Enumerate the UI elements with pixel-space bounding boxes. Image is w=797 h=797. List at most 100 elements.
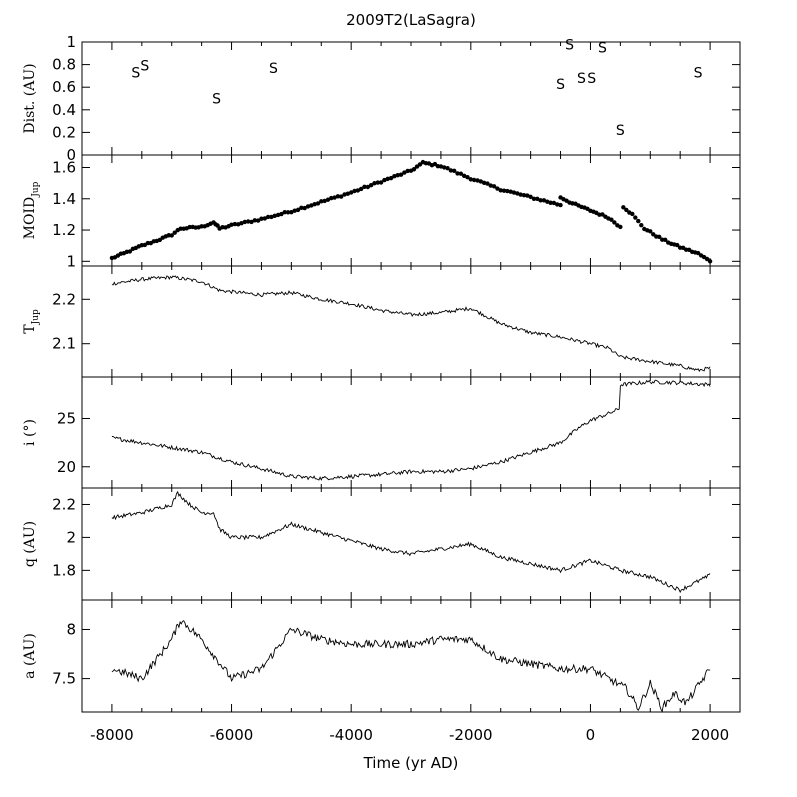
data-point bbox=[402, 170, 407, 175]
data-point bbox=[325, 197, 331, 202]
data-point bbox=[448, 168, 454, 173]
data-point bbox=[515, 191, 520, 196]
y-axis-label-tjup: TJup bbox=[22, 309, 41, 334]
data-point bbox=[633, 215, 638, 220]
data-point bbox=[309, 203, 314, 208]
data-line-tjup bbox=[111, 275, 711, 372]
data-marker: S bbox=[269, 61, 278, 77]
data-point bbox=[172, 230, 177, 235]
data-point bbox=[481, 180, 487, 185]
data-marker: S bbox=[131, 66, 140, 82]
data-point bbox=[624, 207, 629, 213]
data-point bbox=[609, 217, 614, 222]
y-tick-label: 1.6 bbox=[52, 159, 76, 177]
data-point bbox=[279, 211, 284, 217]
x-axis-label: Time (yr AD) bbox=[363, 754, 459, 772]
data-point bbox=[491, 184, 497, 189]
data-point bbox=[157, 237, 162, 243]
data-point bbox=[375, 180, 380, 185]
data-point bbox=[405, 168, 410, 174]
data-marker: S bbox=[212, 92, 221, 108]
data-point bbox=[289, 209, 294, 215]
data-point bbox=[382, 177, 387, 183]
x-tick-label: -4000 bbox=[329, 726, 373, 744]
data-point bbox=[239, 221, 244, 226]
data-point bbox=[657, 234, 662, 240]
data-point bbox=[411, 167, 417, 172]
y-axis-label-q: q (AU) bbox=[22, 521, 38, 567]
data-point bbox=[252, 218, 258, 223]
y-tick-label: 0.6 bbox=[52, 78, 76, 96]
data-point bbox=[385, 176, 390, 182]
data-point bbox=[362, 184, 367, 190]
data-marker: S bbox=[598, 41, 607, 57]
data-point bbox=[342, 192, 347, 197]
data-point bbox=[249, 219, 254, 225]
data-point bbox=[707, 259, 713, 264]
data-point bbox=[521, 192, 527, 198]
data-point bbox=[269, 214, 274, 220]
data-point bbox=[612, 220, 617, 225]
y-tick-label: 2.1 bbox=[52, 335, 76, 353]
y-axis-label-dist: Dist. (AU) bbox=[22, 63, 38, 133]
data-point bbox=[475, 178, 480, 183]
data-point bbox=[465, 174, 470, 180]
data-point bbox=[452, 168, 457, 174]
data-point bbox=[505, 188, 510, 194]
panel-moid: 1 1.2 1.4 1.6 MOIDJup bbox=[22, 154, 741, 270]
panel-frame-i bbox=[81, 376, 741, 489]
data-point bbox=[445, 165, 450, 171]
y-tick-label: 0.2 bbox=[52, 123, 76, 141]
data-point bbox=[335, 194, 341, 199]
y-tick-label: 1.2 bbox=[52, 221, 76, 239]
data-point bbox=[272, 213, 277, 219]
data-point bbox=[528, 194, 533, 200]
data-marker: S bbox=[587, 71, 596, 87]
panel-frame-dist bbox=[81, 41, 741, 156]
data-point bbox=[312, 201, 317, 207]
data-point bbox=[471, 177, 477, 183]
data-point bbox=[508, 189, 513, 194]
y-tick-label: 25 bbox=[57, 410, 76, 428]
data-point bbox=[663, 237, 668, 243]
y-tick-label: 2.2 bbox=[52, 495, 76, 513]
x-tick-label: -8000 bbox=[90, 726, 134, 744]
data-point bbox=[555, 202, 560, 207]
data-point bbox=[355, 188, 361, 193]
panel-frame-a bbox=[81, 599, 741, 713]
y-tick-label: 8 bbox=[66, 620, 76, 638]
data-point bbox=[648, 229, 653, 234]
data-point bbox=[618, 224, 623, 230]
data-point bbox=[358, 186, 364, 192]
data-point bbox=[518, 192, 523, 197]
data-point bbox=[372, 181, 377, 186]
data-point bbox=[292, 208, 297, 213]
data-point bbox=[438, 164, 444, 169]
data-point bbox=[695, 250, 701, 256]
data-point bbox=[461, 173, 467, 179]
x-tick-label: -2000 bbox=[449, 726, 493, 744]
y-tick-label: 2.2 bbox=[52, 290, 76, 308]
y-tick-label: 1 bbox=[66, 33, 76, 51]
y-tick-label: 7.5 bbox=[52, 670, 76, 688]
panel-tjup: 2.1 2.2 TJup bbox=[22, 265, 741, 378]
data-point bbox=[348, 190, 354, 195]
y-axis-label-a: a (AU) bbox=[22, 633, 38, 679]
data-point bbox=[398, 172, 404, 177]
data-point bbox=[365, 184, 370, 190]
data-point bbox=[630, 211, 635, 217]
data-point bbox=[329, 195, 334, 201]
data-point bbox=[485, 181, 490, 186]
data-point bbox=[275, 212, 281, 218]
data-marker: S bbox=[694, 66, 703, 82]
panel-a: 7.5 8 a (AU) bbox=[22, 599, 741, 713]
y-tick-label: 1.8 bbox=[52, 561, 76, 579]
data-point bbox=[265, 214, 271, 220]
data-point bbox=[621, 205, 626, 210]
data-marker: S bbox=[556, 77, 565, 93]
data-point bbox=[295, 207, 301, 213]
data-point bbox=[541, 198, 547, 203]
data-point bbox=[417, 162, 423, 167]
